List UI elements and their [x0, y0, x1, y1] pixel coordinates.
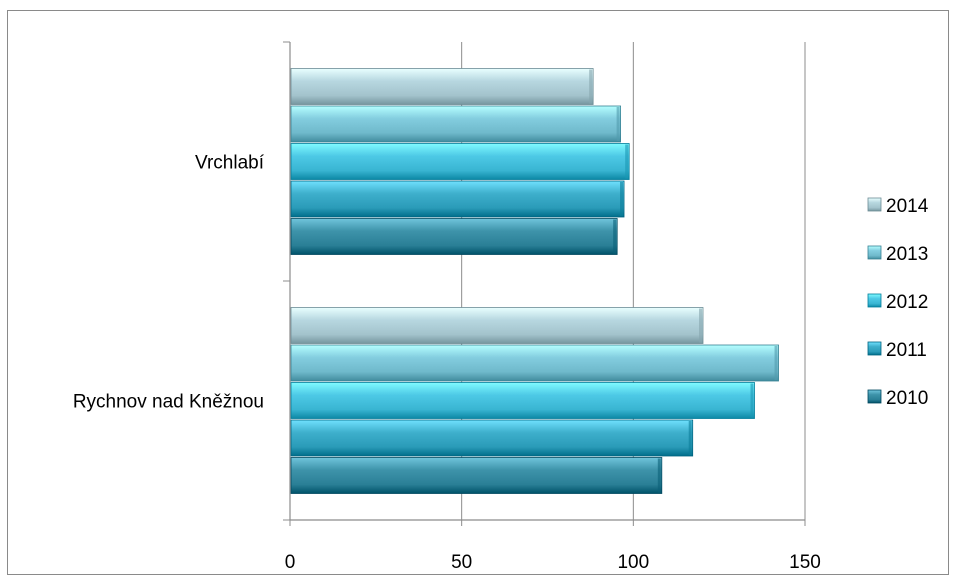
- x-tick-label: 100: [617, 552, 649, 573]
- bar-end-2010-0: [613, 219, 617, 254]
- legend-label-2012: 2012: [886, 292, 928, 313]
- bar-2014-1: [290, 307, 704, 344]
- bars: [290, 68, 779, 494]
- bar-2013-1: [290, 344, 779, 382]
- legend-label-2014: 2014: [886, 196, 929, 217]
- legend-label-2011: 2011: [886, 340, 927, 361]
- bar-2012-0: [290, 143, 630, 180]
- bar-end-2010-1: [657, 458, 661, 493]
- bar-end-2013-0: [616, 107, 620, 141]
- legend-label-2010: 2010: [886, 388, 928, 409]
- bar-2010-0: [290, 218, 618, 255]
- bar-2010-1: [290, 457, 663, 494]
- legend-label-2013: 2013: [886, 244, 928, 265]
- x-tick-label: 150: [789, 552, 821, 573]
- legend: 2014 2013 2012 2011 2010: [867, 196, 929, 409]
- legend-swatch-2011: [867, 341, 882, 356]
- labels: 0 50 100 150 Vrchlabí Rychnov nad Kněžnou: [73, 153, 821, 574]
- bar-end-2011-1: [688, 421, 692, 455]
- bar-2013-0: [290, 105, 622, 143]
- category-label: Rychnov nad Kněžnou: [73, 392, 264, 413]
- category-label: Vrchlabí: [195, 153, 265, 174]
- legend-swatch-2012: [867, 293, 882, 308]
- bar-2012-1: [290, 382, 755, 419]
- legend-swatch-2014: [867, 197, 882, 212]
- bar-2011-1: [290, 419, 694, 457]
- axes: [283, 41, 806, 526]
- bar-end-2011-0: [620, 182, 624, 216]
- bar-end-2012-1: [750, 383, 754, 418]
- x-tick-label: 50: [451, 552, 472, 573]
- bar-2011-0: [290, 180, 625, 218]
- bar-2014-0: [290, 68, 594, 105]
- bar-end-2013-1: [774, 346, 778, 380]
- legend-swatch-2010: [867, 389, 882, 404]
- x-tick-label: 0: [285, 552, 296, 573]
- legend-swatch-2013: [867, 245, 882, 260]
- bar-end-2014-0: [589, 69, 593, 104]
- bar-end-2012-0: [625, 144, 629, 179]
- bar-end-2014-1: [699, 308, 702, 343]
